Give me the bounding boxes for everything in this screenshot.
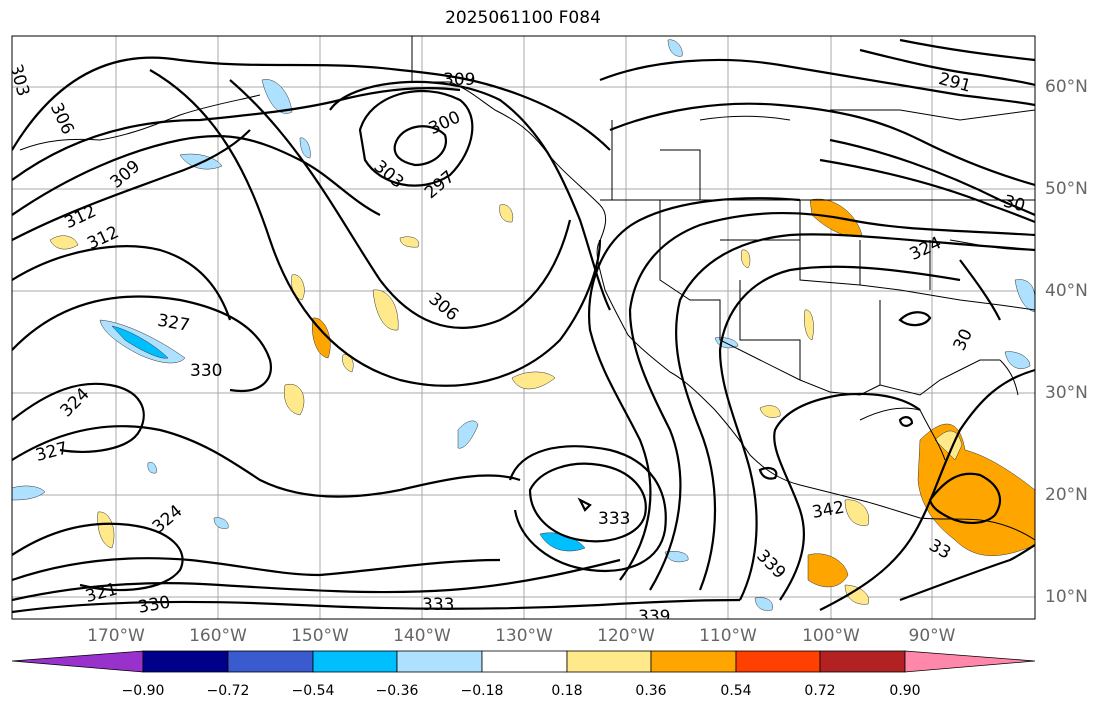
colorbar-tick-label: −0.72: [206, 683, 250, 699]
colorbar-tick-label: −0.90: [121, 683, 165, 699]
lat-label: 60°N: [1045, 77, 1088, 97]
colorbar-extension-min: [11, 650, 144, 673]
lon-label: 130°W: [495, 626, 553, 646]
lon-label: 90°W: [908, 626, 956, 646]
contour-label: 339: [638, 607, 670, 627]
colorbar-segment: [142, 650, 229, 673]
colorbar-segment: [819, 650, 906, 673]
lon-label: 150°W: [291, 626, 349, 646]
lon-label: 170°W: [87, 626, 145, 646]
lon-label: 140°W: [393, 626, 451, 646]
colorbar-extension-max: [904, 650, 1036, 673]
colorbar-segment: [481, 650, 568, 673]
lon-label: 100°W: [802, 626, 860, 646]
lon-label: 110°W: [699, 626, 757, 646]
colorbar-segment: [566, 650, 652, 673]
colorbar-tick-label: 0.54: [720, 683, 752, 699]
colorbar-segment: [735, 650, 821, 673]
map-panel: 303 306 309 312 312 309 300 303 297 306 …: [5, 36, 1035, 627]
colorbar-tick-label: 0.36: [635, 683, 667, 699]
colorbar-segment: [396, 650, 483, 673]
lat-label: 10°N: [1045, 587, 1088, 607]
map-title: 2025061100 F084: [445, 8, 601, 28]
contour-label: 333: [422, 595, 454, 615]
map-frame: [11, 35, 1036, 620]
lat-label: 40°N: [1045, 281, 1088, 301]
contour-label: 303: [5, 62, 33, 99]
colorbar-tick-label: −0.54: [291, 683, 335, 699]
colorbar-tick-label: 0.72: [804, 683, 836, 699]
colorbar-tick-label: 0.90: [889, 683, 921, 699]
colorbar-segment: [227, 650, 314, 673]
colorbar-segment: [312, 650, 398, 673]
contour-label: 333: [598, 509, 630, 529]
contour-label: 330: [190, 361, 222, 381]
negative-shading: [12, 39, 1035, 611]
lon-label: 160°W: [189, 626, 247, 646]
colorbar-tick-label: −0.18: [460, 683, 504, 699]
contour-label: 309: [443, 70, 475, 90]
lat-label: 50°N: [1045, 179, 1088, 199]
lat-label: 30°N: [1045, 383, 1088, 403]
colorbar: [11, 650, 1036, 673]
colorbar-tick-label: 0.18: [551, 683, 583, 699]
colorbar-tick-label: −0.36: [375, 683, 419, 699]
lon-label: 120°W: [597, 626, 655, 646]
height-contours: [12, 38, 1035, 614]
colorbar-segment: [650, 650, 737, 673]
lat-label: 20°N: [1045, 485, 1088, 505]
